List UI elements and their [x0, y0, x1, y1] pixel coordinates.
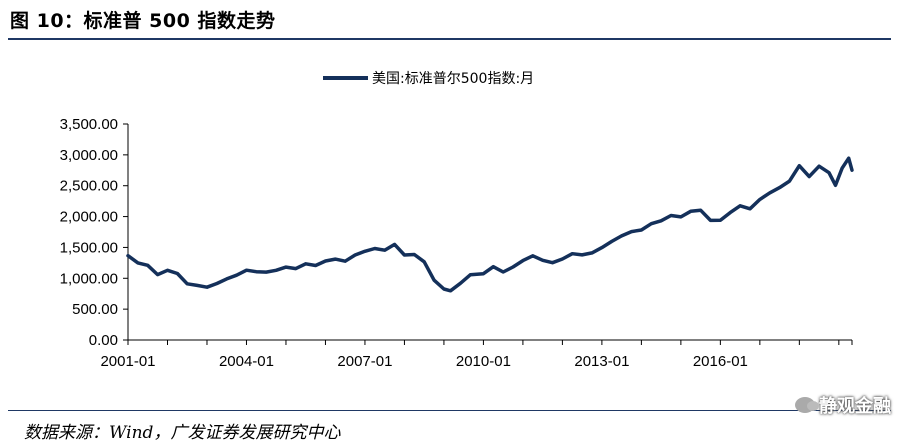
figure-title: 图 10：标准普 500 指数走势: [10, 10, 276, 32]
x-tick-label: 2004-01: [219, 353, 274, 370]
x-axis: 2001-01 2004-01 2007-01 2010-01 2013-01 2016-…: [100, 339, 853, 370]
y-tick-label: 0.00: [89, 332, 118, 349]
series-line: [126, 156, 854, 293]
y-tick-label: 3,500.00: [60, 116, 118, 133]
y-tick-label: 2,500.00: [60, 178, 118, 195]
x-tick-label: 2013-01: [574, 353, 629, 370]
line-chart: 美国:标准普尔500指数:月 0.00 500.00 1,000.00 1,500.0…: [60, 71, 854, 370]
y-tick-label: 500.00: [72, 301, 118, 318]
watermark: 静观金融: [795, 392, 891, 418]
y-axis: 0.00 500.00 1,000.00 1,500.00 2,000.00 2,500.…: [60, 116, 129, 349]
y-tick-label: 1,500.00: [60, 239, 118, 256]
title-divider: [8, 38, 891, 40]
source-note: 数据来源：Wind，广发证券发展研究中心: [24, 423, 341, 443]
source-divider: [8, 410, 891, 411]
x-tick-label: 2016-01: [693, 353, 748, 370]
y-tick-label: 2,000.00: [60, 209, 118, 226]
watermark-text: 静观金融: [819, 396, 891, 417]
chart-legend: 美国:标准普尔500指数:月: [323, 71, 534, 87]
x-tick-label: 2001-01: [100, 353, 155, 370]
y-tick-label: 1,000.00: [60, 270, 118, 287]
legend-label: 美国:标准普尔500指数:月: [372, 71, 534, 87]
y-tick-label: 3,000.00: [60, 147, 118, 164]
wechat-icon: [795, 397, 819, 413]
x-tick-label: 2010-01: [456, 353, 511, 370]
x-tick-label: 2007-01: [337, 353, 392, 370]
